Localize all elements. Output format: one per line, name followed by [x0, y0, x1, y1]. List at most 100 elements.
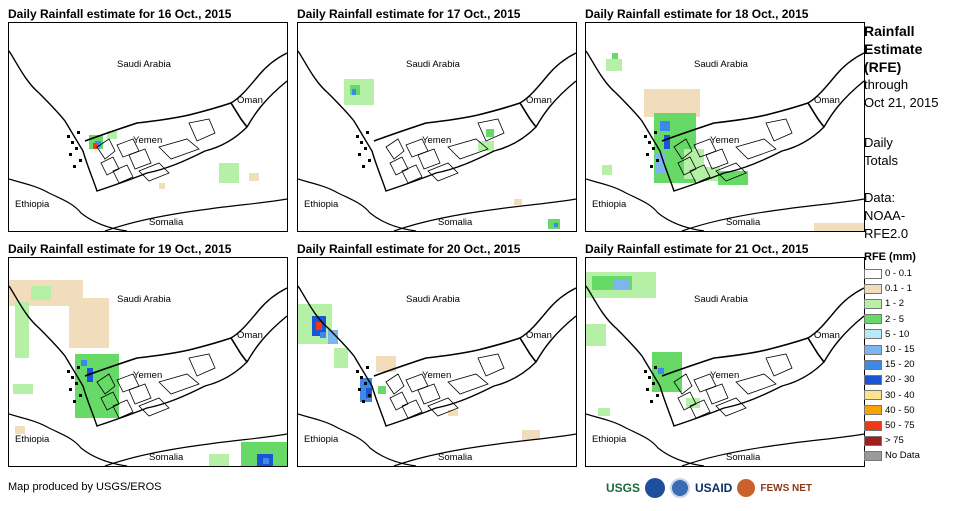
legend-heading: Rainfall Estimate (RFE) through Oct 21, …: [864, 22, 938, 112]
africa-coast: [586, 178, 705, 231]
legend-item: 0.1 - 1: [864, 281, 912, 296]
yemen-border: [373, 102, 537, 142]
island-marker: [358, 153, 361, 156]
map-canvas: [586, 272, 864, 466]
yemen-border: [373, 337, 537, 377]
data-label: Data:: [864, 190, 896, 205]
legend-title-line: (RFE): [864, 59, 902, 75]
rainfall-cell: [478, 141, 494, 151]
governorate-borders: [401, 383, 459, 419]
somalia-label: Somalia: [726, 217, 761, 228]
rainfall-cell: [263, 458, 269, 464]
legend-item: 10 - 15: [864, 342, 915, 357]
rainfall-cell: [522, 430, 540, 440]
africa-coast: [298, 413, 417, 466]
legend-swatch: [864, 435, 882, 446]
coastline: [9, 285, 287, 427]
island-marker: [646, 388, 649, 391]
saudi-arabia-label: Saudi Arabia: [694, 59, 748, 70]
rainfall-cell: [31, 286, 51, 300]
governorate-borders: [112, 148, 170, 184]
island-marker: [71, 141, 74, 144]
map-canvas: [298, 50, 576, 231]
panel-title: Daily Rainfall estimate for 18 Oct., 201…: [585, 7, 809, 21]
rainfall-cell: [15, 426, 25, 434]
panel-title: Daily Rainfall estimate for 20 Oct., 201…: [297, 242, 521, 256]
rainfall-cell: [320, 332, 326, 338]
legend-item: 40 - 50: [864, 403, 915, 418]
rainfall-cell: [606, 59, 622, 71]
coastline: [586, 50, 864, 192]
rainfall-cell: [664, 135, 670, 149]
legend-swatch: [864, 344, 882, 355]
island-marker: [79, 159, 82, 162]
governorate-borders: [735, 353, 793, 395]
oman-label: Oman: [526, 330, 552, 341]
governorate-borders: [401, 148, 459, 184]
island-marker: [79, 394, 82, 397]
island-marker: [71, 376, 74, 379]
island-marker: [646, 153, 649, 156]
oman-border: [807, 287, 864, 339]
usda-seal-icon: [670, 478, 691, 498]
rainfall-cell: [644, 89, 700, 117]
rainfall-cell: [378, 386, 386, 394]
period-info: Daily Totals: [864, 134, 898, 170]
ethiopia-label: Ethiopia: [592, 434, 627, 445]
island-marker: [69, 388, 72, 391]
governorate-borders: [112, 383, 170, 419]
island-marker: [75, 147, 78, 150]
map-frame: Saudi Arabia Oman Yemen Ethiopia Somalia: [585, 257, 865, 467]
coastline: [586, 285, 864, 427]
rainfall-cell: [249, 173, 259, 181]
island-marker: [368, 159, 371, 162]
legend-item: 15 - 20: [864, 357, 915, 372]
ethiopia-label: Ethiopia: [592, 199, 627, 210]
data-source: Data: NOAA- RFE2.0: [864, 189, 908, 243]
rainfall-cell: [209, 454, 229, 466]
legend-units-title: RFE (mm): [864, 251, 916, 263]
island-marker: [67, 370, 70, 373]
yemen-label: Yemen: [422, 370, 452, 381]
island-marker: [360, 141, 363, 144]
somalia-label: Somalia: [149, 452, 184, 463]
credit-text: Map produced by USGS/EROS: [8, 481, 162, 493]
legend-item: 2 - 5: [864, 312, 904, 327]
rainfall-cell: [602, 165, 612, 175]
rainfall-cell: [586, 324, 606, 346]
saudi-arabia-label: Saudi Arabia: [117, 59, 171, 70]
rainfall-cell: [107, 131, 117, 139]
island-marker: [366, 366, 369, 369]
rainfall-map-panel: Daily Rainfall estimate for 21 Oct., 201…: [585, 241, 865, 467]
legend-item: 20 - 30: [864, 372, 915, 387]
island-marker: [358, 388, 361, 391]
island-marker: [656, 394, 659, 397]
logo-strip: USGS USAID FEWS NET: [606, 478, 812, 498]
legend-item: 5 - 10: [864, 327, 909, 342]
rainfall-cell: [598, 408, 610, 416]
panel-title: Daily Rainfall estimate for 19 Oct., 201…: [8, 242, 232, 256]
legend-item: No Data: [864, 448, 920, 463]
legend-item: > 75: [864, 433, 904, 448]
legend-item: 30 - 40: [864, 388, 915, 403]
yemen-label: Yemen: [133, 135, 163, 146]
rainfall-cell: [352, 89, 356, 95]
rainfall-cell: [95, 141, 101, 147]
legend-item: 1 - 2: [864, 296, 904, 311]
legend-label: 50 - 75: [885, 420, 915, 431]
ethiopia-label: Ethiopia: [304, 199, 339, 210]
source-line: NOAA-: [864, 208, 906, 223]
legend-swatch: [864, 314, 882, 325]
daily-text: Daily: [864, 135, 893, 150]
through-text: through: [864, 77, 909, 92]
legend-swatch: [864, 390, 882, 401]
rainfall-cell: [69, 298, 109, 348]
rainfall-map-panel: Daily Rainfall estimate for 19 Oct., 201…: [8, 241, 288, 467]
legend-item: 0 - 0.1: [864, 266, 912, 281]
oman-border: [519, 287, 576, 339]
yemen-label: Yemen: [422, 135, 452, 146]
somalia-coast: [104, 198, 287, 231]
island-marker: [652, 147, 655, 150]
rainfall-map-panel: Daily Rainfall estimate for 18 Oct., 201…: [585, 6, 865, 232]
island-marker: [75, 382, 78, 385]
